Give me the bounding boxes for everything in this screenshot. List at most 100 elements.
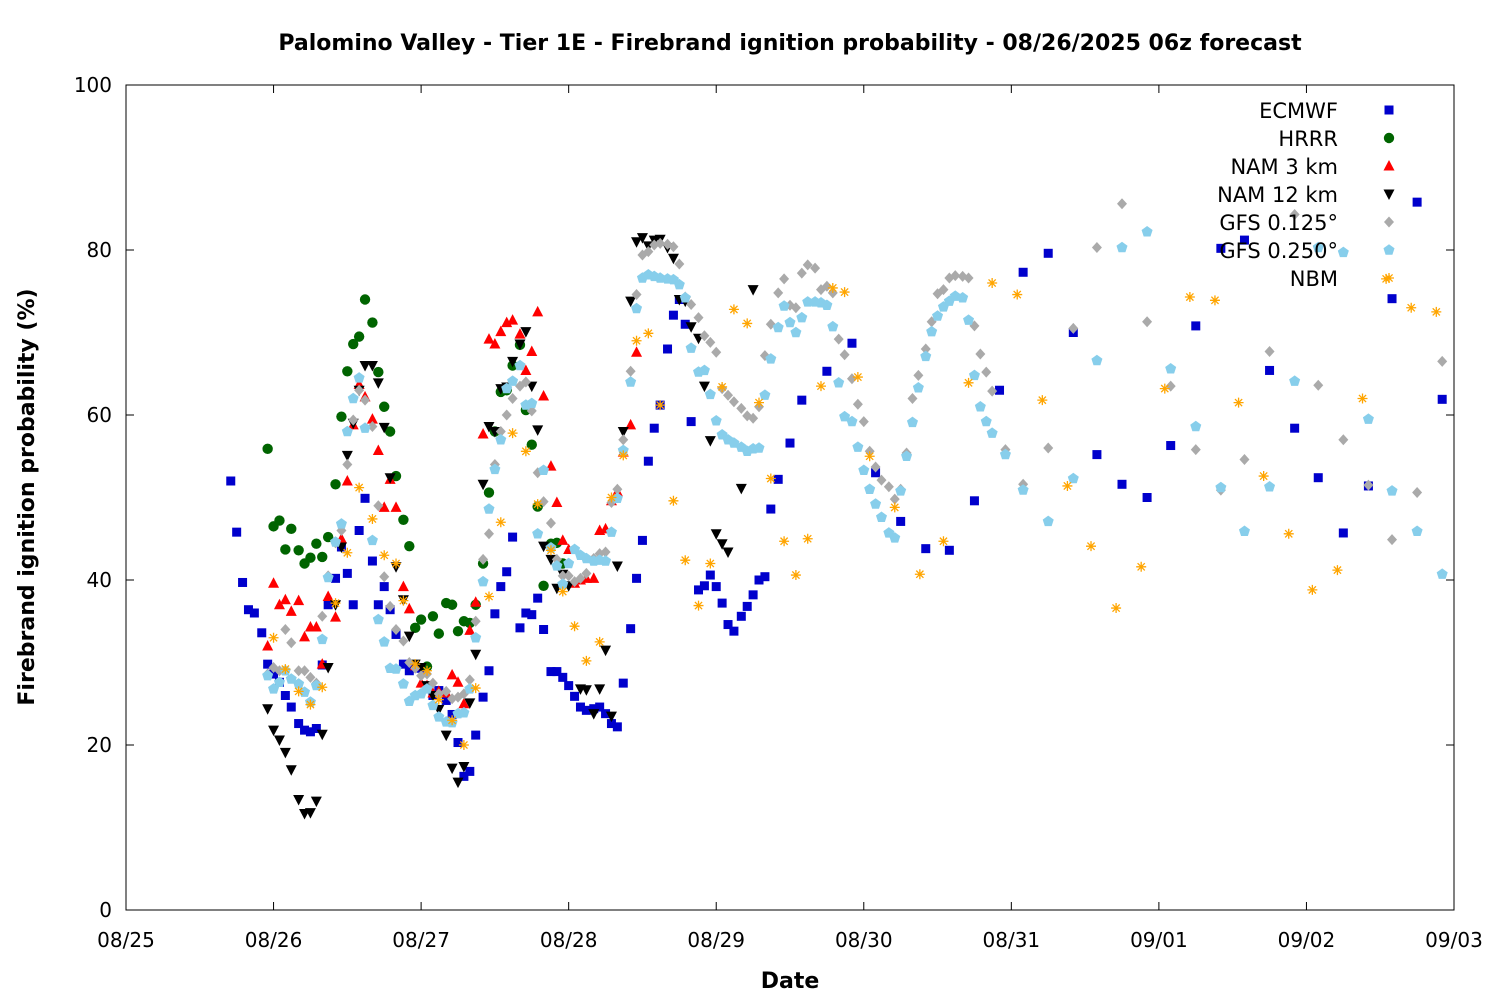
y-tick-label: 0 — [99, 898, 112, 922]
gfs-0-250-point — [753, 442, 765, 453]
nam-3-km-point — [341, 475, 353, 486]
ecmwf-point — [921, 544, 931, 554]
gfs-0-125-point — [870, 461, 881, 473]
gfs-0-125-point — [495, 426, 506, 437]
gfs-0-125-point — [728, 396, 739, 408]
axis-ticks: 08/25 08/26 08/27 08/28 08/29 08/30 08/31 09/01… — [74, 73, 1483, 952]
ecmwf-point — [1313, 473, 1323, 483]
gfs-0-250-point — [322, 571, 334, 583]
ecmwf-point — [570, 691, 580, 701]
nbm-point — [631, 335, 642, 346]
nam-12-km-point — [372, 378, 384, 389]
ecmwf-point — [663, 344, 673, 354]
ecmwf-point — [496, 582, 506, 592]
nam-3-km-point — [397, 580, 409, 592]
gfs-0-125-point — [920, 343, 931, 355]
gfs-0-250-point — [926, 325, 938, 337]
gfs-0-125-point — [1412, 487, 1423, 499]
ecmwf-point — [686, 417, 696, 427]
ecmwf-point — [478, 692, 488, 702]
ecmwf-point — [1461, 450, 1470, 459]
x-tick-label: 08/27 — [392, 928, 450, 952]
nam-12-km-point — [293, 794, 305, 806]
x-axis-label: Date — [761, 969, 820, 994]
nbm-point — [317, 682, 328, 693]
x-tick-label: 08/31 — [983, 928, 1041, 952]
ecmwf-point — [558, 672, 568, 682]
gfs-0-250-point — [433, 711, 445, 722]
nam-3-km-point — [625, 418, 637, 430]
ecmwf-point — [232, 527, 242, 537]
gfs-0-250-point — [679, 292, 691, 303]
nbm-point — [520, 446, 531, 457]
hrrr-point — [373, 366, 384, 378]
hrrr-point — [427, 611, 439, 622]
gfs-0-250-point — [557, 578, 569, 589]
ecmwf-point — [680, 319, 690, 329]
gfs-0-250-point — [316, 633, 328, 645]
nbm-point — [581, 655, 592, 666]
nam-12-km-point — [285, 765, 297, 776]
gfs-0-250-point — [631, 302, 643, 314]
ecmwf-point — [822, 366, 832, 376]
ecmwf-point — [459, 771, 469, 781]
gfs-0-125-point — [1486, 337, 1496, 348]
nbm-point — [447, 715, 458, 726]
ecmwf-point — [760, 572, 770, 582]
hrrr-point — [353, 331, 365, 342]
gfs-0-250-point — [507, 375, 519, 386]
x-tick-label: 09/01 — [1130, 928, 1188, 952]
nam-3-km-point — [273, 598, 285, 610]
nbm-point — [1258, 471, 1269, 482]
nam-12-km-point — [747, 285, 759, 296]
gfs-0-125-point — [1043, 442, 1054, 454]
nam-12-km-point — [710, 529, 722, 540]
nbm-point — [914, 569, 925, 580]
gfs-0-250-point — [551, 560, 563, 571]
nam-3-km-point — [489, 338, 501, 349]
gfs-0-125-point — [507, 393, 518, 404]
nam-3-km-point — [538, 390, 550, 401]
gfs-0-250-point — [293, 678, 305, 689]
gfs-0-125-point — [1117, 198, 1127, 210]
nam-12-km-point — [262, 704, 274, 715]
nbm-point — [705, 558, 716, 569]
nam-12-km-point — [322, 662, 334, 674]
nbm-point — [765, 473, 776, 484]
gfs-0-250-point — [569, 543, 581, 555]
ecmwf-point — [441, 695, 451, 705]
ecmwf-point — [527, 610, 537, 620]
gfs-0-125-point — [1289, 209, 1300, 221]
nam-12-km-point — [341, 450, 353, 462]
nam-12-km-point — [268, 725, 280, 737]
gfs-0-250-point — [273, 676, 285, 687]
nam-12-km-point — [403, 631, 415, 643]
legend-marker-gfs-0-125 — [1384, 216, 1394, 228]
nbm-point — [754, 397, 765, 408]
hrrr-point — [367, 317, 378, 328]
gfs-0-125-point — [342, 459, 353, 470]
gfs-0-250-point — [600, 555, 612, 566]
gfs-0-250-point — [698, 364, 710, 376]
gfs-0-250-point — [1264, 480, 1276, 492]
gfs-0-250-point — [821, 299, 833, 310]
nbm-point — [532, 499, 543, 510]
ecmwf-point — [305, 727, 315, 737]
plot-frame — [125, 84, 1455, 911]
ecmwf-point — [564, 681, 574, 691]
gfs-0-250-point — [833, 377, 845, 388]
ecmwf-point — [618, 678, 628, 688]
nam-12-km-point — [464, 698, 476, 709]
nbm-point — [1406, 302, 1417, 313]
gfs-0-125-point — [802, 259, 813, 271]
gfs-0-125-point — [612, 483, 623, 495]
nam-12-km-point — [698, 381, 710, 393]
nbm-point — [779, 536, 790, 547]
ecmwf-point — [1387, 294, 1397, 304]
hrrr-point — [538, 580, 549, 591]
nbm-point — [594, 636, 605, 647]
legend-label-hrrr: HRRR — [1278, 127, 1338, 151]
gfs-0-250-point — [790, 326, 802, 338]
ecmwf-point — [589, 704, 599, 714]
gfs-0-125-point — [839, 349, 850, 361]
